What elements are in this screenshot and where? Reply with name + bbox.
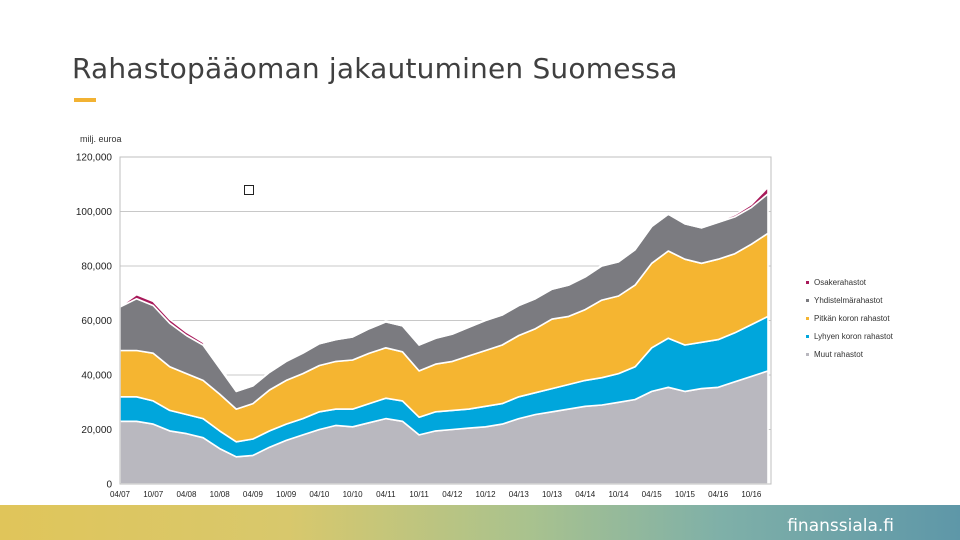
- legend: Osakerahastot Yhdistelmärahastot Pitkän ko…: [806, 278, 916, 368]
- x-tick-label: 10/13: [542, 490, 563, 499]
- x-tick-label: 10/10: [343, 490, 364, 499]
- y-tick-label: 80,000: [81, 262, 112, 273]
- area-series-osake: [119, 186, 769, 393]
- legend-item: Pitkän koron rahastot: [806, 314, 916, 324]
- x-tick-label: 10/11: [409, 490, 429, 499]
- y-tick-label: 40,000: [81, 371, 112, 382]
- x-tick-label: 04/14: [575, 490, 596, 499]
- legend-marker-box: [244, 185, 254, 195]
- x-tick-label: 04/16: [708, 490, 729, 499]
- x-tick-label: 10/07: [143, 490, 164, 499]
- legend-item: Muut rahastot: [806, 350, 916, 360]
- title-accent-bar: [74, 98, 96, 102]
- x-tick-label: 04/15: [642, 490, 663, 499]
- legend-swatch: [806, 317, 809, 320]
- x-tick-label: 04/08: [176, 490, 197, 499]
- x-tick-label: 04/11: [376, 490, 396, 499]
- y-tick-label: 100,000: [76, 207, 113, 218]
- legend-item: Yhdistelmärahastot: [806, 296, 916, 306]
- x-tick-label: 04/10: [309, 490, 330, 499]
- legend-swatch: [806, 299, 809, 302]
- x-tick-label: 10/15: [675, 490, 696, 499]
- legend-swatch: [806, 335, 809, 338]
- x-axis-ticks: 04/07 10/07 04/08 10/08 04/09 10/09 04/10 10/10…: [110, 490, 762, 499]
- footer-band: [0, 505, 960, 540]
- legend-label: Muut rahastot: [814, 350, 863, 359]
- y-tick-label: 60,000: [81, 316, 112, 327]
- stacked-areas: [119, 186, 769, 485]
- x-tick-label: 04/09: [243, 490, 264, 499]
- legend-label: Osakerahastot: [814, 278, 867, 287]
- y-tick-label: 0: [106, 480, 112, 491]
- legend-label: Yhdistelmärahastot: [814, 296, 883, 305]
- y-tick-label: 20,000: [81, 425, 112, 436]
- plot-frame: [119, 156, 772, 485]
- x-tick-label: 04/13: [509, 490, 530, 499]
- x-tick-label: 10/14: [608, 490, 629, 499]
- x-tick-label: 10/08: [210, 490, 231, 499]
- footer-brand-logo: finanssiala.fi: [787, 516, 894, 536]
- x-tick-label: 10/12: [476, 490, 497, 499]
- x-tick-label: 04/12: [442, 490, 463, 499]
- slide-title: Rahastopääoman jakautuminen Suomessa: [72, 52, 678, 85]
- legend-swatch: [806, 353, 809, 356]
- legend-swatch: [806, 281, 809, 284]
- y-axis-ticks: 0 20,000 40,000 60,000 80,000 100,000 120,000: [76, 153, 113, 491]
- legend-item: Lyhyen koron rahastot: [806, 332, 916, 342]
- x-tick-label: 04/07: [110, 490, 131, 499]
- legend-label: Lyhyen koron rahastot: [814, 332, 893, 341]
- y-tick-label: 120,000: [76, 153, 113, 164]
- legend-item: Osakerahastot: [806, 278, 916, 288]
- y-axis-unit-label: milj. euroa: [80, 134, 122, 144]
- legend-label: Pitkän koron rahastot: [814, 314, 890, 323]
- x-tick-label: 10/16: [741, 490, 762, 499]
- x-tick-label: 10/09: [276, 490, 297, 499]
